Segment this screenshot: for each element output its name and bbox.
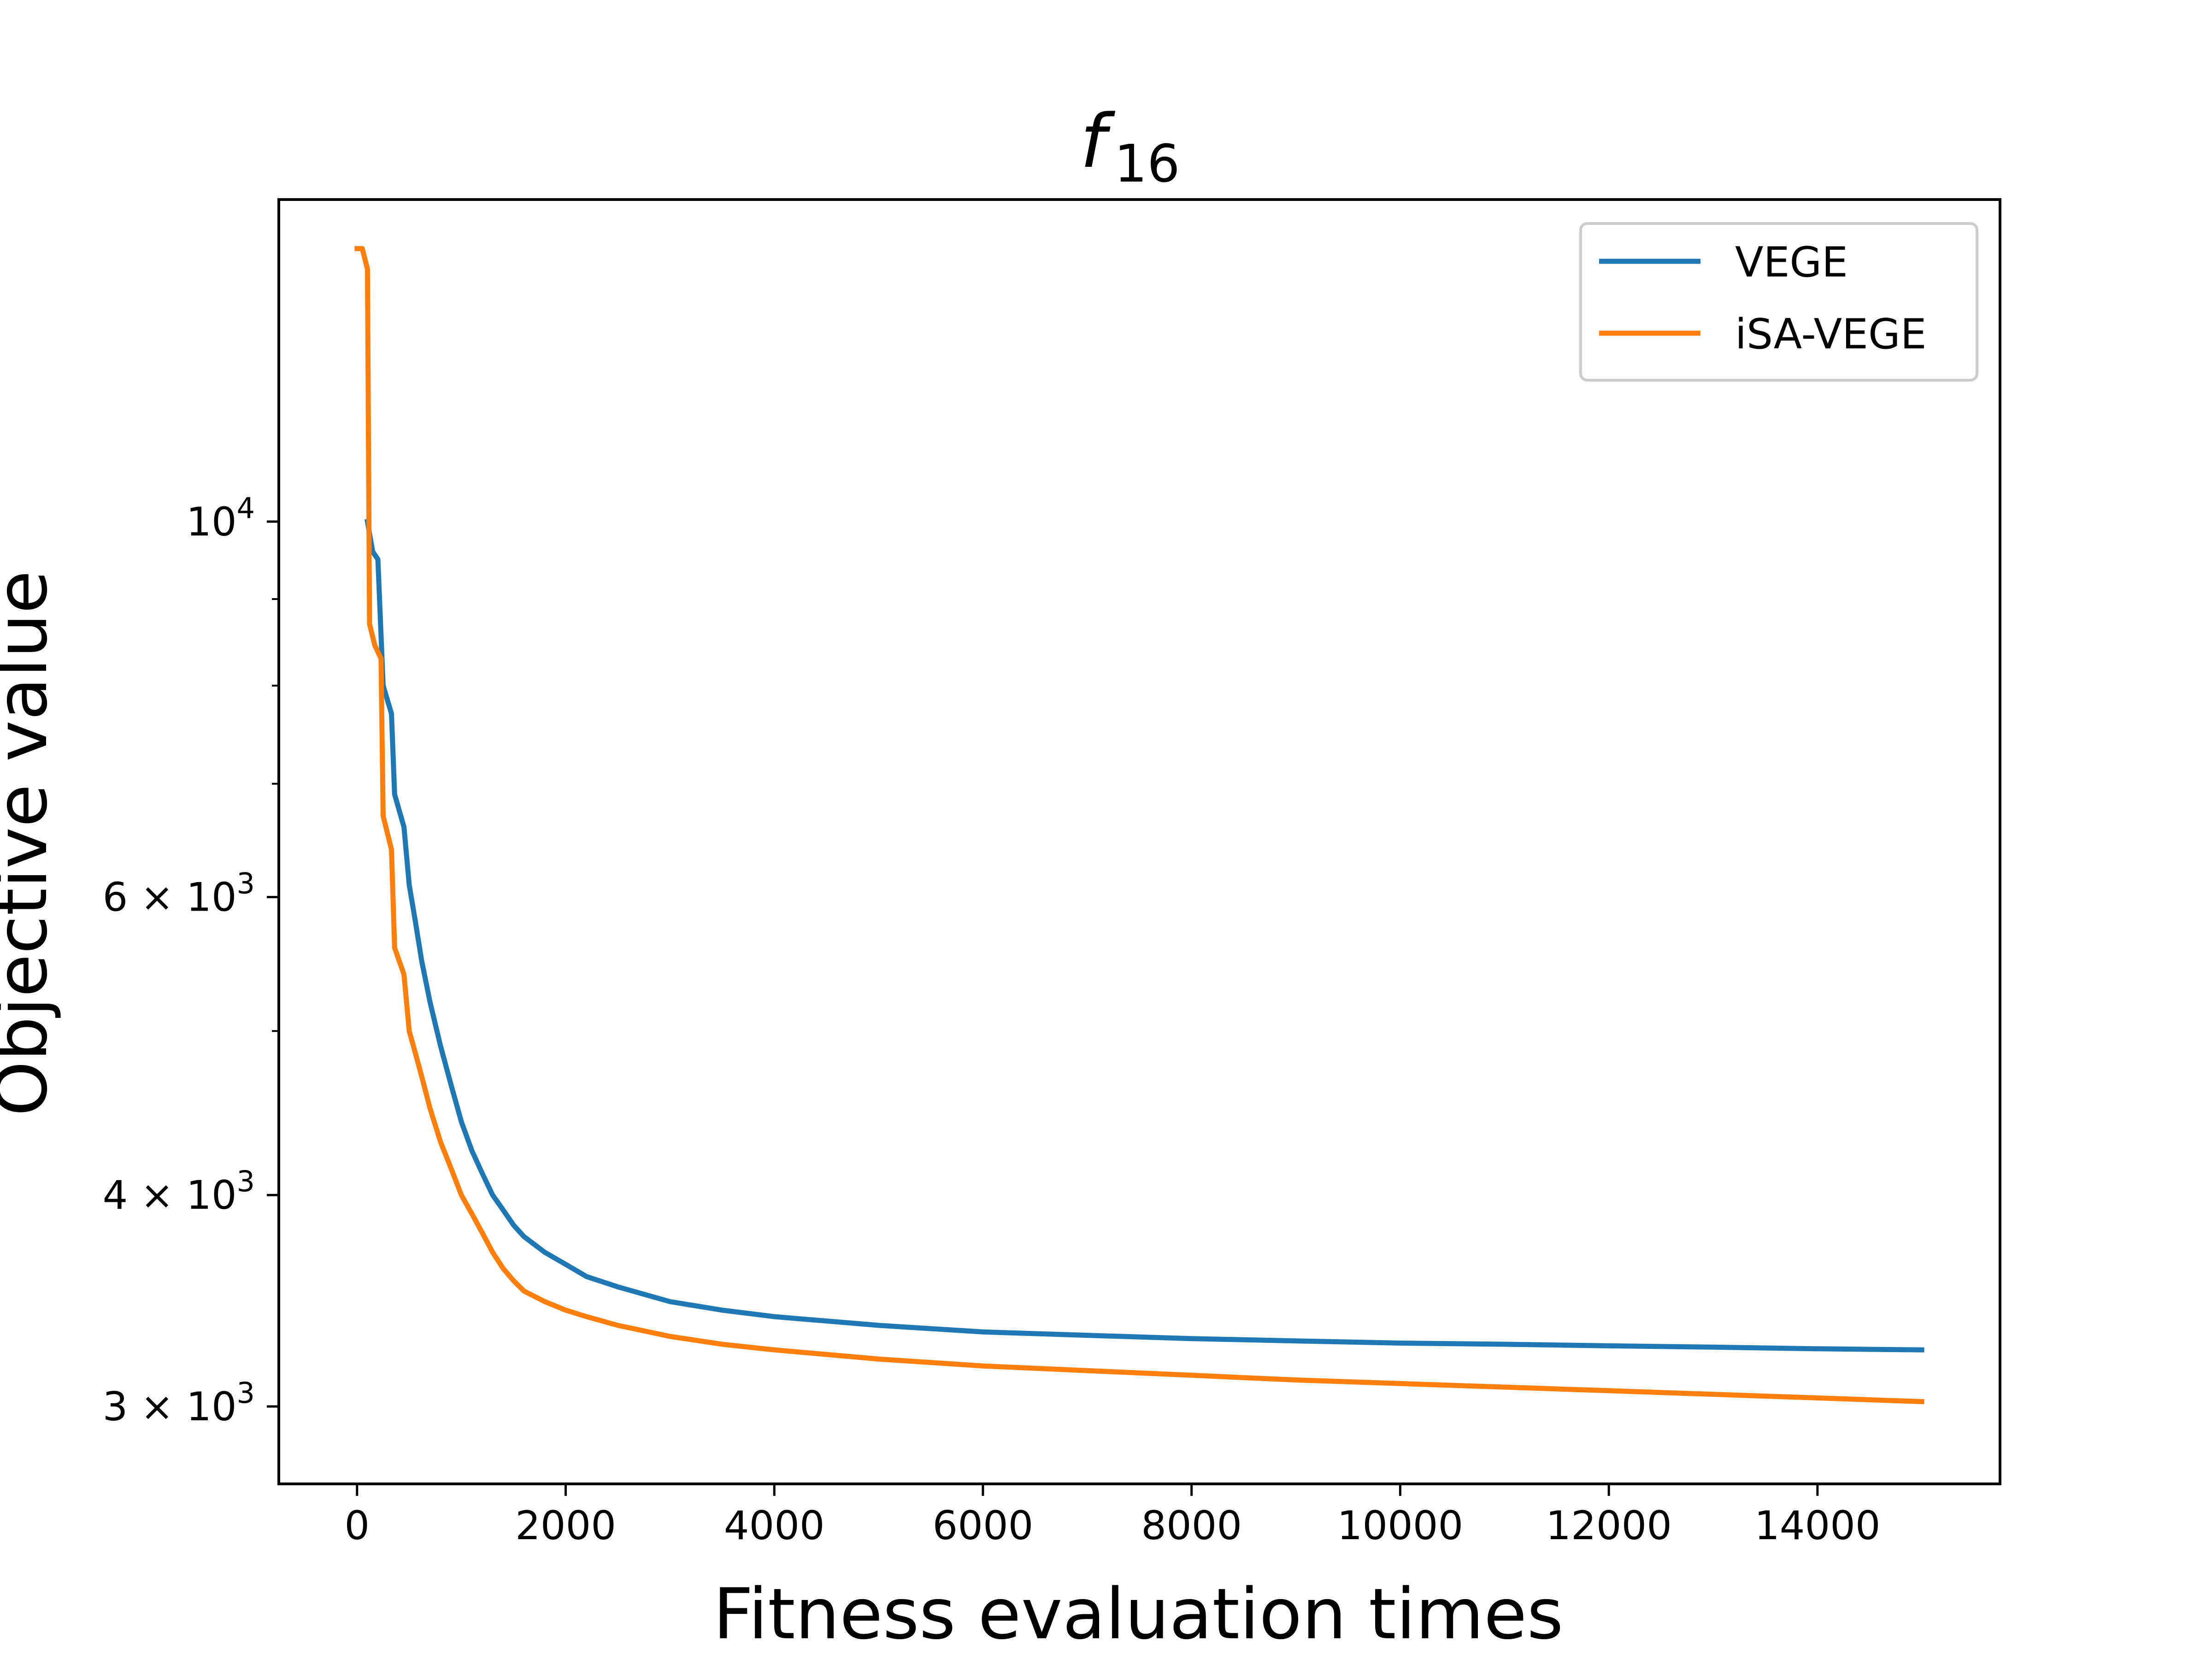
axes-layer: 0 2000 4000 6000 8000 10000 12000 14000 104 6 × 1… <box>103 491 1881 1549</box>
plot-layer <box>354 246 1924 1405</box>
legend-label-isa-vege: iSA-VEGE <box>1735 310 1927 359</box>
x-tick-label: 4000 <box>724 1503 825 1549</box>
x-tick-label: 0 <box>344 1503 370 1549</box>
x-tick-label: 12000 <box>1546 1503 1672 1549</box>
y-axis-label: Objective value <box>0 571 63 1116</box>
series-line-vege <box>365 518 1924 1353</box>
y-tick-label: 6 × 103 <box>103 867 255 921</box>
x-tick-label: 14000 <box>1754 1503 1881 1549</box>
y-tick-label: 3 × 103 <box>103 1376 255 1430</box>
x-tick-label: 6000 <box>933 1503 1034 1549</box>
plot-frame <box>277 198 2001 1485</box>
legend-label-vege: VEGE <box>1735 238 1848 287</box>
series-line-isa-vege <box>354 246 1924 1405</box>
x-axis-label: Fitness evaluation times <box>713 1573 1563 1655</box>
y-tick-label: 4 × 103 <box>103 1165 255 1218</box>
chart-title-subscript: 16 <box>1114 134 1180 194</box>
legend: VEGE iSA-VEGE <box>1579 222 1978 382</box>
x-tick-label: 10000 <box>1337 1503 1464 1549</box>
y-tick-label: 104 <box>186 491 255 545</box>
x-tick-label: 2000 <box>515 1503 616 1549</box>
x-tick-label: 8000 <box>1141 1503 1242 1549</box>
